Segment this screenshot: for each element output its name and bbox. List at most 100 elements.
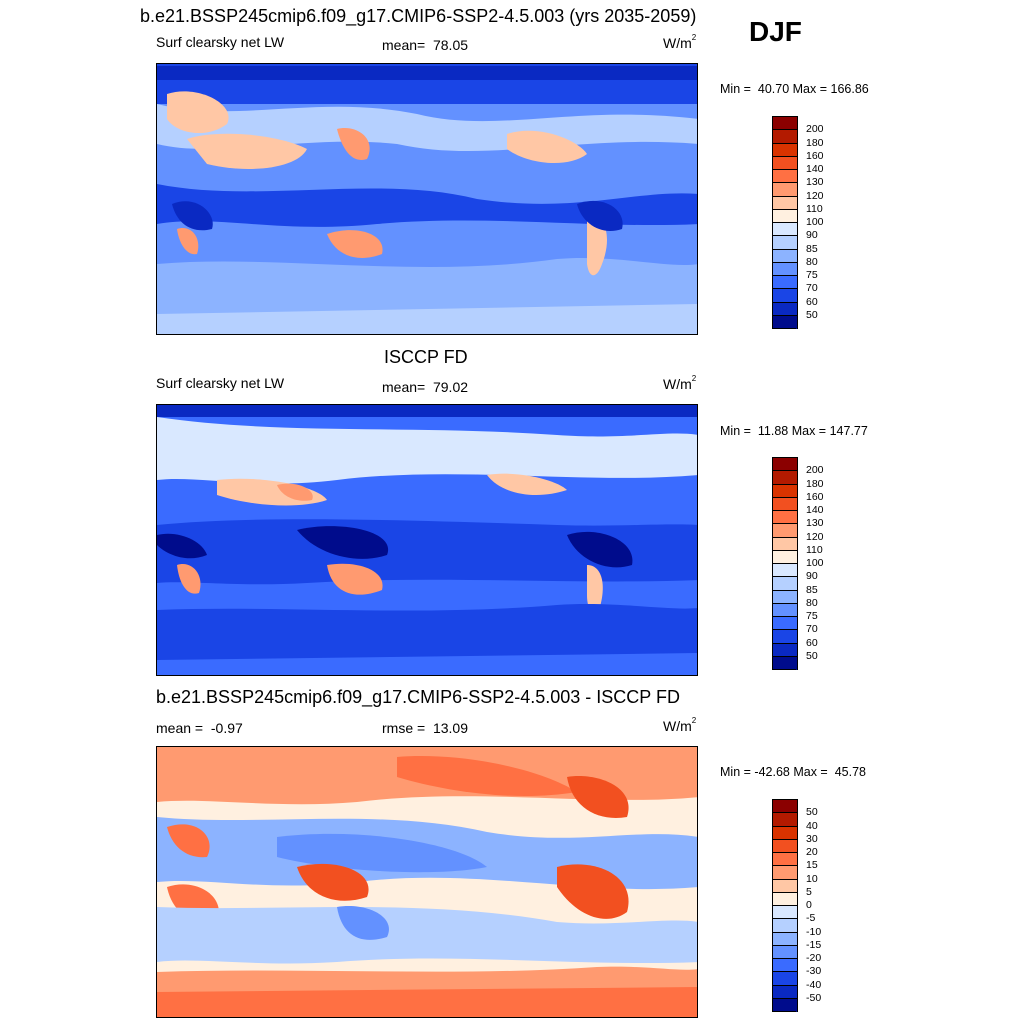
panel3-title: b.e21.BSSP245cmip6.f09_g17.CMIP6-SSP2-4.… [156, 687, 680, 707]
colorbar-swatch [772, 971, 798, 986]
colorbar-tick-label: 180 [806, 477, 824, 490]
colorbar-swatch [772, 812, 798, 827]
colorbar-tick-label: 100 [806, 216, 824, 228]
panel1-map [156, 63, 698, 335]
colorbar-tick-label: 90 [806, 570, 818, 583]
panel1-mean: mean= 78.05 [382, 37, 469, 53]
colorbar-swatch [772, 275, 798, 290]
colorbar-swatch [772, 931, 798, 946]
colorbar-swatch [772, 155, 798, 170]
colorbar-tick-label: 85 [806, 583, 818, 596]
colorbar-tick-label: 160 [806, 490, 824, 503]
panel2-minmax: Min = 11.88 Max = 147.77 [720, 424, 868, 438]
colorbar-swatch [772, 642, 798, 657]
panel3-mean: mean = -0.97 [156, 720, 243, 736]
colorbar-tick-label: 200 [806, 123, 824, 136]
colorbar-swatch [772, 470, 798, 485]
colorbar-swatch [772, 997, 798, 1012]
colorbar-tick-label: 140 [806, 163, 824, 175]
colorbar-swatch [772, 958, 798, 973]
panel2-variable-label: Surf clearsky net LW [156, 375, 285, 391]
colorbar-tick-label: 110 [806, 202, 823, 215]
colorbar-swatch [772, 222, 798, 237]
colorbar-tick-label: 70 [806, 623, 818, 636]
colorbar-swatch [772, 549, 798, 564]
colorbar-tick-label: 85 [806, 242, 818, 255]
colorbar-swatch [772, 208, 798, 223]
season-label: DJF [749, 16, 802, 47]
colorbar-swatch [772, 235, 798, 250]
colorbar-tick-label: 120 [806, 189, 824, 202]
panel2-title: ISCCP FD [384, 347, 468, 367]
panel1-minmax: Min = 40.70 Max = 166.86 [720, 82, 869, 96]
colorbar-swatch [772, 195, 798, 210]
colorbar-swatch [772, 496, 798, 511]
colorbar-swatch [772, 984, 798, 999]
colorbar-tick-label: 50 [806, 308, 818, 321]
colorbar-tick-label: 90 [806, 229, 818, 242]
panel1-title: b.e21.BSSP245cmip6.f09_g17.CMIP6-SSP2-4.… [140, 6, 697, 26]
colorbar-tick-label: 180 [806, 136, 824, 149]
colorbar-swatch [772, 616, 798, 631]
colorbar-tick-label: 50 [806, 806, 818, 819]
colorbar-swatch [772, 301, 798, 316]
colorbar-tick-label: -15 [806, 938, 822, 951]
colorbar-swatch [772, 878, 798, 893]
panel2-units: W/m2 [663, 374, 697, 392]
panel3-units: W/m2 [663, 716, 697, 734]
colorbar-tick-label: -20 [806, 952, 822, 964]
panel3-minmax: Min = -42.68 Max = 45.78 [720, 765, 866, 779]
panel2-colorbar [772, 457, 798, 670]
panel2-map [156, 404, 698, 676]
colorbar-tick-label: -40 [806, 978, 822, 991]
colorbar-tick-label: 80 [806, 255, 818, 268]
colorbar-tick-label: 130 [806, 176, 824, 189]
colorbar-swatch [772, 629, 798, 644]
colorbar-swatch [772, 576, 798, 591]
colorbar-tick-label: 20 [806, 846, 818, 858]
colorbar-swatch [772, 248, 798, 263]
colorbar-swatch [772, 182, 798, 197]
colorbar-swatch [772, 523, 798, 538]
panel1-map-field [157, 64, 697, 334]
colorbar-swatch [772, 510, 798, 525]
colorbar-tick-label: 80 [806, 596, 818, 609]
colorbar-tick-label: 75 [806, 610, 818, 622]
colorbar-tick-label: 70 [806, 282, 818, 295]
colorbar-swatch [772, 129, 798, 144]
colorbar-tick-label: 10 [806, 872, 818, 885]
colorbar-swatch [772, 589, 798, 604]
colorbar-swatch [772, 918, 798, 933]
colorbar-swatch [772, 563, 798, 578]
colorbar-tick-label: 0 [806, 899, 812, 911]
panel2-mean: mean= 79.02 [382, 379, 469, 395]
colorbar-tick-label: 130 [806, 517, 824, 530]
colorbar-swatch [772, 169, 798, 184]
colorbar-tick-label: 75 [806, 269, 818, 281]
colorbar-tick-label: -10 [806, 925, 822, 938]
colorbar-tick-label: 140 [806, 504, 824, 516]
panel2-map-field [157, 405, 697, 675]
colorbar-tick-label: 40 [806, 819, 818, 832]
colorbar-swatch [772, 655, 798, 670]
colorbar-tick-label: -50 [806, 991, 822, 1004]
colorbar-swatch [772, 852, 798, 867]
colorbar-swatch [772, 905, 798, 920]
colorbar-tick-label: 200 [806, 464, 824, 477]
colorbar-tick-label: 5 [806, 885, 812, 898]
colorbar-swatch [772, 288, 798, 303]
colorbar-tick-label: 160 [806, 149, 824, 162]
colorbar-swatch [772, 142, 798, 157]
colorbar-swatch [772, 944, 798, 959]
colorbar-tick-label: 15 [806, 859, 818, 872]
panel3-rmse: rmse = 13.09 [382, 720, 469, 736]
colorbar-swatch [772, 314, 798, 329]
colorbar-swatch [772, 891, 798, 906]
colorbar-tick-label: 120 [806, 530, 824, 543]
colorbar-swatch [772, 536, 798, 551]
colorbar-swatch [772, 602, 798, 617]
colorbar-swatch [772, 116, 798, 131]
colorbar-tick-label: 50 [806, 649, 818, 662]
colorbar-swatch [772, 483, 798, 498]
panel1-units: W/m2 [663, 33, 697, 51]
